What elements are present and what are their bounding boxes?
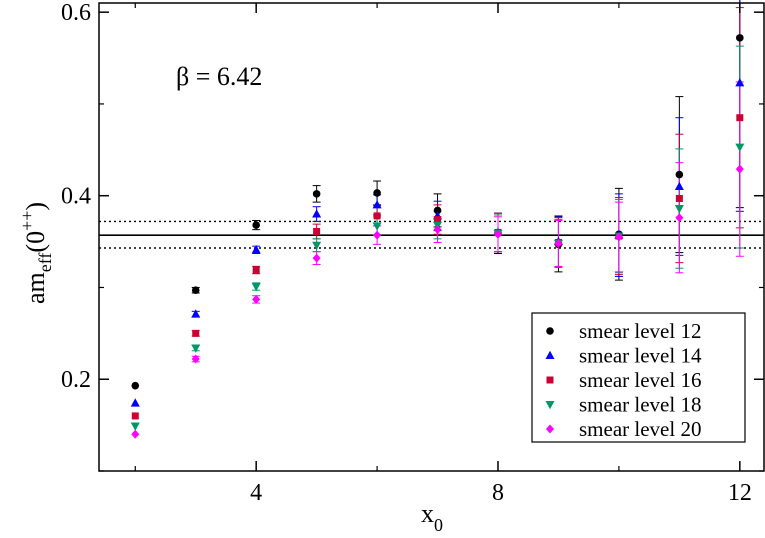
x-tick-label: 12 xyxy=(728,480,752,506)
y-axis-label: ameff(0++) xyxy=(17,202,55,304)
data-point xyxy=(373,212,381,220)
data-point xyxy=(736,114,744,122)
error-bars xyxy=(191,0,744,363)
data-point xyxy=(614,232,623,242)
data-point xyxy=(191,309,201,318)
legend-marker xyxy=(546,424,554,434)
data-point xyxy=(372,200,382,209)
data-point xyxy=(494,229,502,239)
data-point xyxy=(312,190,321,198)
data-point xyxy=(373,230,382,240)
data-point xyxy=(312,241,322,251)
data-point xyxy=(433,206,442,215)
data-point xyxy=(131,429,140,439)
y-tick-label: 0.6 xyxy=(61,0,91,26)
data-point xyxy=(191,286,200,295)
y-tick-label: 0.4 xyxy=(61,184,91,210)
reference-lines xyxy=(99,220,764,249)
data-point xyxy=(312,253,321,263)
y-tick-label: 0.2 xyxy=(61,367,91,393)
x-axis-label: x0 xyxy=(421,499,443,535)
data-point xyxy=(251,283,261,292)
y-axis-label-open: (0 xyxy=(21,231,50,253)
x-tick-label: 4 xyxy=(250,480,262,506)
data-markers xyxy=(130,34,745,439)
legend-entry: smear level 20 xyxy=(579,417,701,441)
y-axis-label-sup: ++ xyxy=(17,211,37,231)
legend-entry: smear level 18 xyxy=(579,393,701,417)
data-point xyxy=(313,227,321,235)
data-point xyxy=(252,294,261,304)
data-point xyxy=(433,225,442,235)
data-point xyxy=(191,354,200,364)
legend-entry: smear level 14 xyxy=(579,344,702,368)
plot-frame xyxy=(98,2,765,472)
data-point xyxy=(674,181,684,191)
data-point xyxy=(735,164,744,174)
data-point xyxy=(735,78,745,87)
legend-marker xyxy=(545,401,555,410)
legend-entry: smear level 16 xyxy=(579,368,701,392)
series-smear-level-20 xyxy=(131,164,744,439)
data-point xyxy=(372,222,382,231)
data-point xyxy=(131,381,140,390)
data-point xyxy=(675,194,683,202)
axis-ticks: 4 8 12 0.2 0.4 0.6 xyxy=(61,0,764,506)
y-axis-label-main: am xyxy=(21,272,50,304)
data-point xyxy=(675,213,684,223)
data-point xyxy=(252,221,260,229)
data-point xyxy=(675,170,684,179)
data-point xyxy=(735,143,745,152)
data-point xyxy=(312,209,322,218)
x-axis-label-main: x xyxy=(421,499,434,528)
legend-marker xyxy=(546,376,554,384)
legend-entry: smear level 12 xyxy=(579,319,701,343)
legend-marker xyxy=(545,350,555,359)
y-axis-label-close: ) xyxy=(21,202,50,211)
data-point xyxy=(554,238,563,248)
legend-marker xyxy=(546,327,554,335)
data-point xyxy=(131,412,139,420)
data-point xyxy=(373,189,381,197)
data-point xyxy=(674,205,684,214)
beta-annotation: β = 6.42 xyxy=(176,62,262,91)
legend-box xyxy=(531,312,746,443)
data-point xyxy=(130,398,140,407)
data-point xyxy=(251,245,261,254)
data-point xyxy=(736,34,744,42)
y-axis-label-sub: eff xyxy=(35,253,55,273)
data-point xyxy=(252,266,260,274)
x-axis-label-sub: 0 xyxy=(434,515,443,535)
data-point xyxy=(434,216,442,224)
data-point xyxy=(130,422,140,431)
data-point xyxy=(192,329,200,337)
x-tick-label: 8 xyxy=(492,480,504,506)
data-point xyxy=(191,344,201,353)
